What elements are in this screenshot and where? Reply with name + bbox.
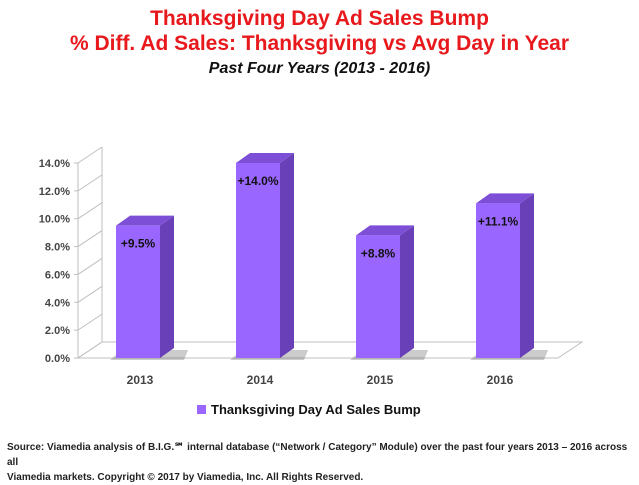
bar-top: [476, 193, 534, 204]
y-tick-depth-line: [77, 174, 103, 192]
y-tick-label: 6.0%: [45, 269, 70, 281]
y-tick-label: 14.0%: [39, 158, 70, 170]
y-tick-depth-line: [77, 230, 103, 247]
bar-front: [116, 225, 160, 358]
bar-side: [280, 153, 294, 358]
x-tick-label: 2015: [367, 373, 394, 387]
legend: Thanksgiving Day Ad Sales Bump: [197, 402, 421, 417]
bar-2014: +14.0%: [230, 153, 308, 360]
y-tick-label: 10.0%: [39, 214, 70, 226]
x-tick-label: 2014: [247, 373, 274, 387]
bar-side: [400, 225, 414, 358]
bar-chart: 0.0% 2.0% 4.0% 6.0% 8.0% 10.0% 12.0% 14.0% +9.5…: [39, 146, 584, 417]
y-tick-label: 8.0%: [45, 242, 70, 254]
y-tick-label: 4.0%: [45, 297, 70, 309]
chart-title-line2: % Diff. Ad Sales: Thanksgiving vs Avg Da…: [69, 32, 570, 55]
data-label: +11.1%: [478, 214, 519, 228]
y-axis: 0.0% 2.0% 4.0% 6.0% 8.0% 10.0% 12.0% 14.0%: [39, 146, 103, 365]
bar-front: [236, 163, 280, 358]
chart-subtitle: Past Four Years (2013 - 2016): [208, 60, 431, 77]
bar-front: [476, 203, 520, 358]
legend-swatch: [197, 405, 206, 414]
y-tick-depth-line: [77, 341, 103, 359]
y-tick-label: 0.0%: [45, 353, 70, 365]
bar-top: [356, 225, 414, 236]
data-label: +14.0%: [237, 174, 278, 188]
x-tick-label: 2013: [127, 373, 154, 387]
bar-side: [160, 215, 174, 358]
x-tick-label: 2016: [487, 373, 514, 387]
y-tick-depth-line: [77, 258, 103, 275]
bar-front: [356, 235, 400, 358]
bar-2013: +9.5%: [110, 215, 188, 360]
source-line-1: Source: Viamedia analysis of B.I.G.℠ int…: [7, 442, 628, 468]
y-tick-depth-line: [77, 313, 103, 331]
y-tick-label: 2.0%: [45, 325, 70, 337]
bar-top: [236, 153, 294, 163]
bar-2016: +11.1%: [470, 193, 548, 360]
y-tick-depth-line: [77, 202, 103, 220]
y-tick-depth-line: [77, 285, 103, 303]
data-label: +8.8%: [361, 246, 396, 260]
chart-title-line1: Thanksgiving Day Ad Sales Bump: [150, 7, 489, 30]
bar-side: [520, 193, 534, 358]
y-tick-depth-line: [77, 146, 103, 164]
source-note: Source: Viamedia analysis of B.I.G.℠ int…: [7, 440, 632, 485]
legend-label: Thanksgiving Day Ad Sales Bump: [211, 402, 421, 417]
source-line-2: Viamedia markets. Copyright © 2017 by Vi…: [7, 472, 364, 483]
x-axis: 2013 2014 2015 2016: [127, 373, 514, 387]
y-tick-label: 12.0%: [39, 186, 70, 198]
bar-2015: +8.8%: [350, 225, 428, 360]
data-label: +9.5%: [121, 237, 156, 251]
bars: +9.5% +14.0% +8.8% +11.1%: [110, 153, 548, 360]
bar-top: [116, 215, 174, 226]
